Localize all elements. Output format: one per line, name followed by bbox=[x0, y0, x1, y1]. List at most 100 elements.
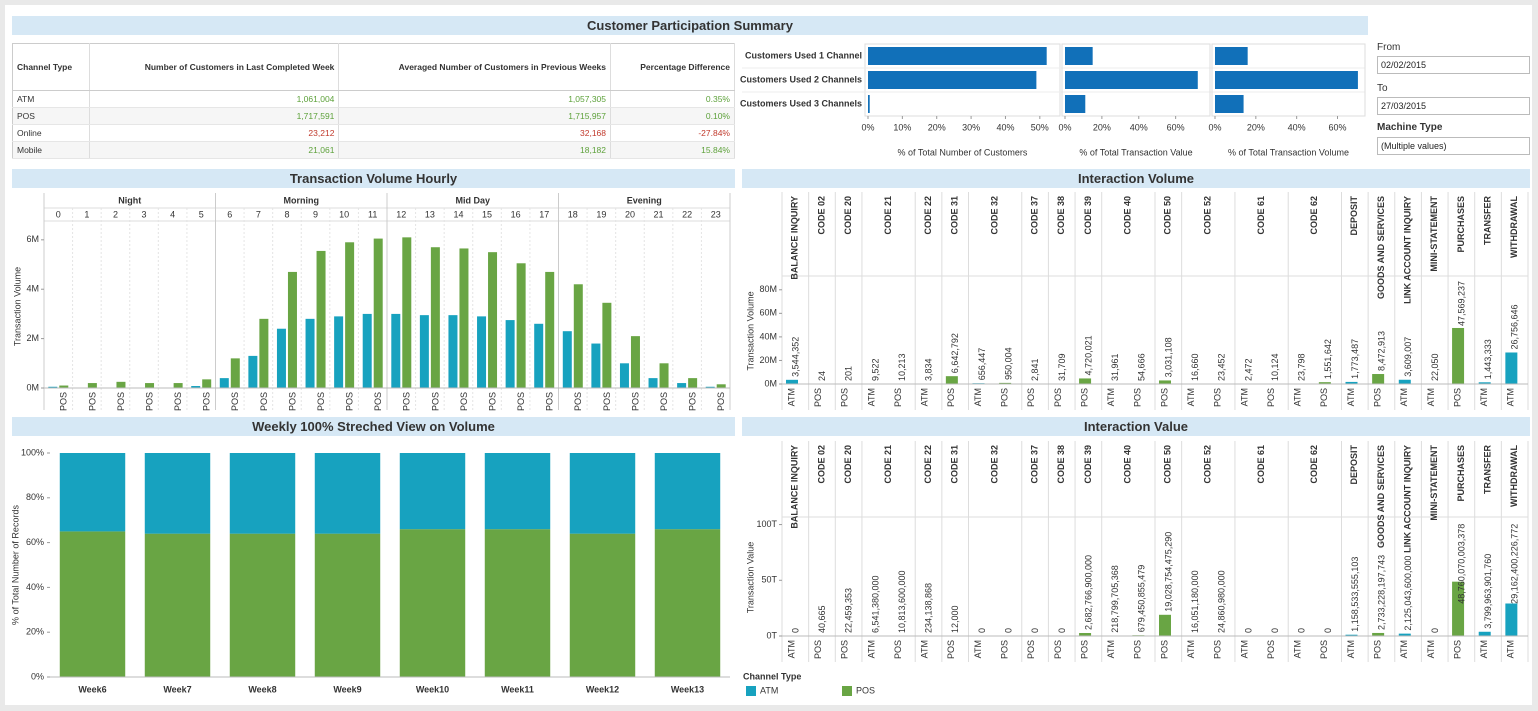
bar bbox=[591, 343, 601, 388]
value-label: 31,709 bbox=[1057, 353, 1067, 381]
x-tick-label: ATM bbox=[786, 388, 796, 406]
x-tick-label: POS bbox=[430, 392, 440, 411]
bar bbox=[659, 363, 669, 388]
y-axis-title: % of Total Number of Records bbox=[10, 505, 20, 625]
category-label: CODE 32 bbox=[990, 196, 1000, 235]
value-label: 1,551,642 bbox=[1323, 339, 1333, 379]
bar bbox=[488, 252, 498, 388]
x-tick-label: POS bbox=[1079, 388, 1089, 407]
x-tick-label: POS bbox=[516, 392, 526, 411]
y-tick-label: 100T bbox=[756, 519, 777, 529]
legend-swatch bbox=[842, 686, 852, 696]
hour-label: 7 bbox=[256, 209, 261, 219]
x-tick-label: Week13 bbox=[671, 684, 704, 694]
value-label: 22,459,353 bbox=[844, 588, 854, 633]
bar-segment bbox=[229, 533, 296, 677]
category-label: CODE 22 bbox=[923, 196, 933, 235]
chart-title: Interaction Volume bbox=[742, 169, 1530, 188]
category-label: Customers Used 3 Channels bbox=[740, 98, 862, 108]
value-label: 0 bbox=[1430, 628, 1440, 633]
x-tick-label: ATM bbox=[1293, 640, 1303, 658]
bar bbox=[630, 336, 640, 388]
value-label: 234,138,868 bbox=[924, 583, 934, 633]
category-label: CODE 40 bbox=[1123, 445, 1133, 484]
dropdown[interactable]: (Multiple values) bbox=[1377, 137, 1530, 155]
filter-label: To bbox=[1377, 83, 1388, 94]
filter-label: From bbox=[1377, 42, 1401, 53]
value-label: 6,642,792 bbox=[950, 333, 960, 373]
channel-cell: ATM bbox=[12, 90, 90, 108]
x-tick-label: POS bbox=[1213, 640, 1223, 659]
value-label: 3,609,007 bbox=[1403, 337, 1413, 377]
hour-label: 16 bbox=[511, 209, 521, 219]
value-label: 23,798 bbox=[1297, 353, 1307, 381]
x-tick-label: POS bbox=[116, 392, 126, 411]
bar bbox=[1345, 381, 1358, 384]
x-tick-label: 40% bbox=[1130, 122, 1148, 132]
bar bbox=[1372, 632, 1385, 636]
x-tick-label: ATM bbox=[1106, 388, 1116, 406]
bar bbox=[230, 358, 240, 388]
x-tick-label: POS bbox=[602, 392, 612, 411]
x-tick-label: ATM bbox=[920, 640, 930, 658]
category-label: PURCHASES bbox=[1456, 196, 1466, 253]
x-tick-label: 20% bbox=[1247, 122, 1265, 132]
bar-segment bbox=[569, 453, 636, 534]
value-label: 40,665 bbox=[817, 605, 827, 633]
date-input[interactable]: 27/03/2015 bbox=[1377, 97, 1530, 115]
x-tick-label: POS bbox=[813, 640, 823, 659]
category-label: CODE 52 bbox=[1203, 445, 1213, 484]
table-row: Mobile 21,061 18,182 15.84% bbox=[12, 141, 735, 159]
hour-label: 10 bbox=[339, 209, 349, 219]
x-axis-title: % of Total Transaction Value bbox=[1079, 147, 1192, 157]
x-tick-label: POS bbox=[1000, 640, 1010, 659]
category-label: CODE 21 bbox=[883, 196, 893, 235]
x-tick-label: Week12 bbox=[586, 684, 619, 694]
x-tick-label: 50% bbox=[1031, 122, 1049, 132]
x-tick-label: POS bbox=[1053, 388, 1063, 407]
value-label: 10,813,600,000 bbox=[897, 570, 907, 633]
column-header: Percentage Difference bbox=[610, 43, 735, 91]
category-label: DEPOSIT bbox=[1349, 196, 1359, 236]
x-tick-label: POS bbox=[173, 392, 183, 411]
bar bbox=[1159, 614, 1171, 636]
table-cell: 23,212 bbox=[89, 124, 340, 142]
bar bbox=[868, 47, 1047, 65]
category-label: CODE 31 bbox=[950, 445, 960, 484]
x-tick-label: POS bbox=[287, 392, 297, 411]
value-label: 54,666 bbox=[1137, 353, 1147, 381]
bar bbox=[448, 315, 458, 388]
hour-label: 18 bbox=[568, 209, 578, 219]
hour-label: 0 bbox=[56, 209, 61, 219]
value-label: 201 bbox=[844, 366, 854, 381]
bar bbox=[191, 386, 201, 388]
panel-border bbox=[1211, 43, 1366, 117]
bar bbox=[334, 316, 344, 388]
value-label: 10,124 bbox=[1270, 353, 1280, 381]
bar-segment bbox=[399, 529, 466, 677]
category-label: CODE 38 bbox=[1056, 445, 1066, 484]
value-label: 4,720,021 bbox=[1083, 335, 1093, 375]
x-tick-label: ATM bbox=[1426, 640, 1436, 658]
value-label: 0 bbox=[977, 628, 987, 633]
date-input[interactable]: 02/02/2015 bbox=[1377, 56, 1530, 74]
category-label: TRANSFER bbox=[1482, 445, 1492, 494]
table-cell: 1,715,957 bbox=[338, 107, 612, 125]
value-label: 950,004 bbox=[1004, 347, 1014, 380]
bar bbox=[1478, 631, 1491, 636]
value-label: 2,841 bbox=[1030, 358, 1040, 381]
x-tick-label: 0% bbox=[1058, 122, 1071, 132]
x-tick-label: POS bbox=[1133, 388, 1143, 407]
bar bbox=[459, 248, 469, 388]
bar bbox=[248, 355, 258, 388]
table-cell: 1,717,591 bbox=[89, 107, 340, 125]
x-tick-label: POS bbox=[893, 388, 903, 407]
legend-label: ATM bbox=[760, 685, 778, 695]
category-label: PURCHASES bbox=[1456, 445, 1466, 502]
category-label: CODE 37 bbox=[1029, 196, 1039, 235]
x-tick-label: POS bbox=[1373, 640, 1383, 659]
value-label: 1,773,487 bbox=[1350, 339, 1360, 379]
category-label: CODE 02 bbox=[816, 445, 826, 484]
bar bbox=[202, 379, 212, 388]
